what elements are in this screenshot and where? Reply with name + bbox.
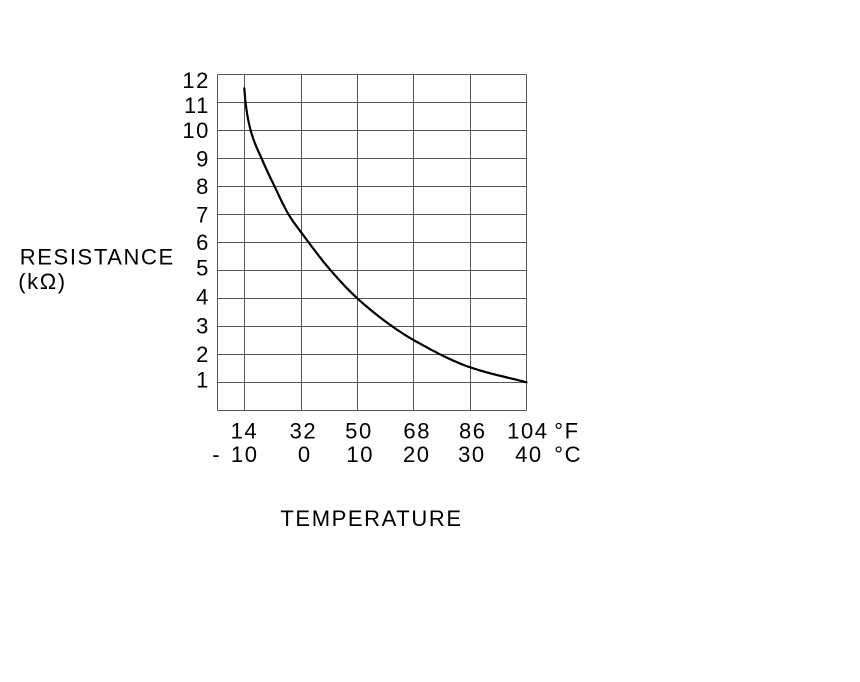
svg-text:1: 1 (196, 368, 210, 393)
svg-text:TEMPERATURE: TEMPERATURE (280, 506, 462, 531)
svg-text:30: 30 (458, 442, 486, 467)
svg-text:(kΩ): (kΩ) (18, 269, 66, 294)
svg-text:12: 12 (182, 68, 210, 93)
svg-text:104: 104 (507, 419, 549, 444)
svg-text:14: 14 (231, 419, 259, 444)
svg-text:8: 8 (196, 174, 210, 199)
svg-text:2: 2 (196, 342, 210, 367)
svg-text:10: 10 (231, 442, 259, 467)
svg-text:10: 10 (346, 442, 374, 467)
svg-text:10: 10 (182, 118, 210, 143)
svg-text:6: 6 (196, 230, 210, 255)
svg-text:68: 68 (403, 419, 431, 444)
svg-text:4: 4 (196, 284, 210, 309)
svg-text:86: 86 (459, 419, 487, 444)
svg-text:32: 32 (290, 419, 318, 444)
svg-text:20: 20 (403, 442, 431, 467)
svg-text:0: 0 (298, 442, 312, 467)
svg-text:°C: °C (554, 442, 582, 467)
svg-text:7: 7 (196, 202, 210, 227)
svg-text:11: 11 (184, 93, 210, 118)
svg-text:50: 50 (345, 419, 373, 444)
svg-text:-: - (212, 442, 221, 467)
svg-text:°F: °F (554, 419, 579, 444)
svg-text:40: 40 (515, 442, 543, 467)
svg-text:5: 5 (196, 256, 210, 281)
svg-text:3: 3 (196, 313, 210, 338)
svg-text:RESISTANCE: RESISTANCE (20, 245, 175, 270)
svg-text:9: 9 (196, 146, 210, 171)
